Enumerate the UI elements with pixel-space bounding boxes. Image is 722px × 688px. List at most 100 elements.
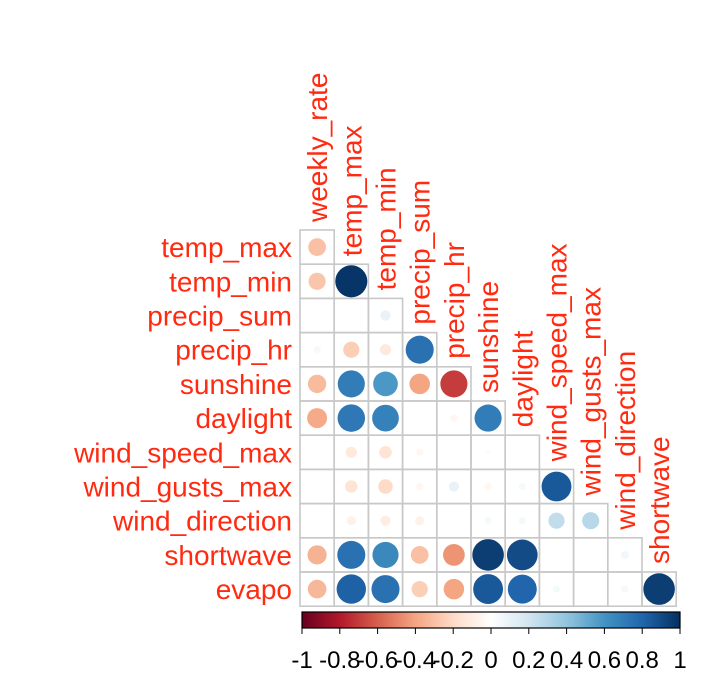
corr-circle-evapo-shortwave <box>643 573 675 605</box>
row-label-evapo: evapo <box>216 574 292 605</box>
corr-circle-precip_sum-weekly_rate <box>314 313 320 318</box>
corr-circle-wind_direction-temp_min <box>380 515 391 526</box>
corr-circle-sunshine-precip_sum <box>409 373 430 395</box>
corr-circle-shortwave-sunshine <box>472 539 504 571</box>
column-label-temp_max: temp_max <box>336 125 367 256</box>
corr-circle-evapo-temp_max <box>336 574 366 604</box>
corr-circle-precip_hr-weekly_rate <box>313 346 321 354</box>
corr-circle-shortwave-precip_hr <box>443 544 465 566</box>
column-label-wind_gusts_max: wind_gusts_max <box>576 287 607 497</box>
corr-circle-precip_sum-temp_min <box>380 310 391 321</box>
corr-circle-shortwave-weekly_rate <box>307 545 327 565</box>
row-label-temp_min: temp_min <box>169 266 292 297</box>
corr-circle-evapo-weekly_rate <box>307 579 327 599</box>
colorbar-tick-label: -0.8 <box>319 647 360 674</box>
grid-layer <box>299 229 678 608</box>
corr-circle-daylight-precip_sum <box>417 415 422 421</box>
column-label-daylight: daylight <box>507 330 538 427</box>
corr-circle-wind_speed_max-temp_min <box>379 446 392 459</box>
corr-circle-wind_speed_max-temp_max <box>345 446 357 458</box>
colorbar-tick-label: -1 <box>291 647 312 674</box>
corr-circle-wind_direction-daylight <box>518 517 526 525</box>
corr-circle-shortwave-precip_sum <box>410 546 429 564</box>
corr-circle-wind_direction-precip_sum <box>415 516 425 526</box>
corr-circle-sunshine-temp_max <box>337 370 365 398</box>
corr-circle-shortwave-temp_min <box>372 541 399 568</box>
column-label-weekly_rate: weekly_rate <box>302 73 333 223</box>
row-label-wind_gusts_max: wind_gusts_max <box>82 472 292 503</box>
corr-circle-shortwave-wind_direction <box>620 550 629 559</box>
colorbar-tick-label: 0 <box>484 647 497 674</box>
corr-circle-evapo-precip_hr <box>443 578 465 600</box>
corr-circle-evapo-temp_min <box>371 575 400 604</box>
corr-circle-temp_min-temp_max <box>335 265 368 298</box>
corr-circle-evapo-daylight <box>507 574 537 604</box>
corr-circle-wind_gusts_max-wind_speed_max <box>541 471 572 502</box>
colorbar-tick-label: -0.2 <box>433 647 474 674</box>
corr-circle-shortwave-wind_gusts_max <box>588 552 593 558</box>
column-label-wind_direction: wind_direction <box>610 351 641 531</box>
corr-circle-wind_speed_max-precip_hr <box>451 450 457 455</box>
corr-circle-evapo-wind_direction <box>621 585 629 593</box>
row-label-wind_speed_max: wind_speed_max <box>73 437 292 468</box>
colorbar-tick-label: 1 <box>673 647 686 674</box>
grid-cell <box>641 571 678 608</box>
colorbar-tick-label: -0.6 <box>357 647 398 674</box>
corr-circle-evapo-precip_sum <box>411 581 428 598</box>
corr-circle-wind_gusts_max-temp_max <box>345 480 358 493</box>
corr-circle-wind_gusts_max-sunshine <box>484 482 492 491</box>
row-label-temp_max: temp_max <box>161 232 292 263</box>
corr-circle-wind_speed_max-weekly_rate <box>314 450 320 455</box>
corr-circle-daylight-weekly_rate <box>307 408 328 429</box>
corr-circle-temp_max-weekly_rate <box>308 238 326 256</box>
column-label-temp_min: temp_min <box>371 167 402 290</box>
corr-circle-wind_direction-precip_hr <box>451 518 457 523</box>
corr-circle-shortwave-temp_max <box>337 540 366 569</box>
corr-circle-daylight-precip_hr <box>450 414 458 422</box>
row-label-sunshine: sunshine <box>180 369 292 400</box>
corr-circle-wind_gusts_max-precip_hr <box>448 481 460 492</box>
colorbar-tick-label: -0.4 <box>395 647 436 674</box>
column-label-shortwave: shortwave <box>644 436 675 564</box>
corr-circle-sunshine-precip_hr <box>440 370 468 398</box>
corr-circle-sunshine-weekly_rate <box>307 374 327 394</box>
corr-circle-sunshine-temp_min <box>373 371 398 397</box>
corr-circle-wind_speed_max-precip_sum <box>416 448 424 456</box>
column-label-sunshine: sunshine <box>473 281 504 393</box>
row-label-precip_sum: precip_sum <box>147 301 292 332</box>
column-label-wind_speed_max: wind_speed_max <box>542 243 573 462</box>
corr-circle-precip_hr-precip_sum <box>405 335 434 364</box>
corr-circle-wind_direction-temp_max <box>346 516 356 526</box>
corr-circle-wind_gusts_max-temp_min <box>378 479 393 494</box>
row-label-precip_hr: precip_hr <box>175 335 292 366</box>
corr-circle-wind_gusts_max-weekly_rate <box>314 484 320 489</box>
corr-circle-wind_direction-wind_speed_max <box>548 512 565 529</box>
corr-circle-precip_sum-temp_max <box>349 313 354 318</box>
row-label-wind_direction: wind_direction <box>112 506 292 537</box>
corr-circle-temp_min-weekly_rate <box>308 272 326 290</box>
column-label-precip_hr: precip_hr <box>439 242 470 359</box>
row-label-shortwave: shortwave <box>164 540 292 571</box>
corr-circle-shortwave-daylight <box>506 539 538 571</box>
colorbar: -1 -0.8-0.6-0.4-0.2 0 0.2 0.4 0.6 0.8 1 <box>291 611 687 674</box>
column-label-precip_sum: precip_sum <box>405 180 436 325</box>
circle-layer <box>307 238 675 605</box>
colorbar-gradient <box>301 611 681 629</box>
colorbar-tick-label: 0.4 <box>550 647 583 674</box>
corr-circle-wind_speed_max-daylight <box>520 450 525 455</box>
colorbar-tick-label: 0.6 <box>588 647 621 674</box>
colorbar-tick-label: 0.2 <box>512 647 545 674</box>
corr-circle-wind_gusts_max-precip_sum <box>416 482 424 491</box>
row-label-daylight: daylight <box>195 403 292 434</box>
corr-circle-daylight-temp_min <box>372 404 399 432</box>
colorbar-tick-label: 0.8 <box>626 647 659 674</box>
corr-circle-daylight-sunshine <box>474 404 502 432</box>
corr-circle-precip_hr-temp_min <box>379 344 392 356</box>
corr-circle-shortwave-wind_speed_max <box>554 552 559 558</box>
corr-circle-evapo-wind_speed_max <box>552 585 561 593</box>
corr-circle-wind_speed_max-sunshine <box>485 450 491 455</box>
corr-circle-wind_direction-sunshine <box>484 517 492 525</box>
corr-circle-evapo-sunshine <box>473 574 504 605</box>
